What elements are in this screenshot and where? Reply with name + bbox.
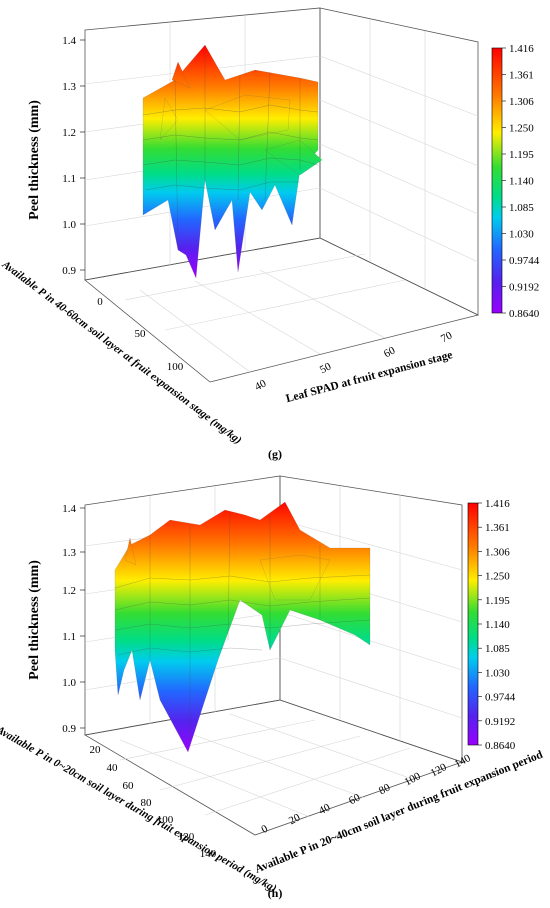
h-ytick-6: 120: [428, 761, 449, 780]
h-ytick-3: 60: [347, 791, 363, 807]
h-colorbar-tick-label: 1.085: [485, 643, 510, 655]
h-xtick-0: 20: [90, 744, 102, 756]
g-y-label: Leaf SPAD at fruit expansion stage: [285, 349, 454, 405]
g-colorbar-tick-label: 1.250: [509, 123, 534, 135]
h-x-label: Available P in 0~20cm soil layer during …: [0, 723, 278, 894]
h-colorbar-tick-label: 1.306: [485, 546, 510, 558]
h-colorbar-tick-label: 1.030: [485, 667, 510, 679]
h-ytick-1: 20: [287, 811, 303, 827]
g-surface-mesh: [142, 45, 319, 251]
h-colorbar-tick-label: 1.250: [485, 571, 510, 583]
h-ztick-1: 1.0: [62, 677, 76, 689]
h-ztick-4: 1.3: [62, 547, 76, 559]
g-xtick-0: 0: [97, 296, 103, 308]
g-colorbar-tick-label: 1.030: [509, 229, 534, 241]
g-ztick-1: 1.0: [62, 219, 76, 231]
g-colorbar-tick-label: 0.9192: [509, 282, 539, 294]
g-ztick-3: 1.2: [62, 127, 76, 139]
g-colorbar-tick-label: 1.416: [509, 43, 534, 55]
h-ztick-0: 0.9: [62, 723, 76, 735]
g-z-ticks: 0.9 1.0 1.1 1.2 1.3 1.4: [62, 35, 85, 277]
h-caption: (h): [268, 886, 283, 900]
h-colorbar-tick-label: 1.195: [485, 595, 510, 607]
g-colorbar-ramp: [491, 47, 503, 314]
g-xtick-1: 50: [135, 328, 147, 340]
h-xtick-2: 60: [123, 780, 135, 792]
panel-g: 0.9 1.0 1.1 1.2 1.3 1.4 Peel thickness (…: [0, 7, 540, 461]
g-x-ticks: 0 50 100: [97, 296, 184, 373]
h-ytick-0: 0: [259, 823, 270, 836]
g-x-label: Available P in 40-60cm soil layer at fru…: [0, 258, 244, 447]
h-ztick-3: 1.2: [62, 585, 76, 597]
g-ytick-1: 50: [318, 360, 334, 376]
g-caption: (g): [268, 447, 282, 461]
g-ytick-3: 70: [439, 329, 455, 345]
h-xtick-1: 40: [107, 762, 119, 774]
h-colorbar-tick-label: 1.416: [485, 498, 510, 510]
h-colorbar: 1.416 1.361 1.306 1.250 1.195 1.140 1.085 1.030…: [467, 498, 516, 752]
h-surface: [114, 501, 371, 753]
g-colorbar-tick-label: 1.085: [509, 202, 534, 214]
h-z-label: Peel thickness (mm): [27, 560, 42, 680]
h-ytick-4: 80: [377, 781, 393, 797]
h-y-label: Available P in 20~40cm soil layer during…: [253, 748, 545, 875]
g-ytick-2: 60: [382, 344, 398, 360]
h-x-ticks: 20 40 60 80 100 120 140: [90, 744, 217, 860]
h-colorbar-tick-label: 0.9192: [485, 716, 515, 728]
h-surface-mesh: [114, 511, 371, 740]
h-ytick-7: 140: [452, 752, 473, 771]
h-ztick-2: 1.1: [62, 631, 76, 643]
h-ytick-2: 40: [317, 801, 333, 817]
h-colorbar-tick-label: 0.8640: [485, 740, 516, 752]
g-colorbar-tick-label: 1.306: [509, 96, 534, 108]
g-ztick-4: 1.3: [62, 81, 76, 93]
g-colorbar: 1.416 1.361 1.306 1.250 1.195 1.140 1.085 1.030…: [491, 43, 540, 320]
g-colorbar-ticks: 1.416 1.361 1.306 1.250 1.195 1.140 1.085 1.030…: [502, 43, 540, 320]
h-xtick-3: 80: [141, 797, 153, 809]
h-z-ticks: 0.9 1.0 1.1 1.2 1.3 1.4: [62, 503, 85, 735]
g-colorbar-tick-label: 1.361: [509, 70, 534, 82]
h-xtick-4: 100: [157, 814, 174, 826]
h-ytick-5: 100: [402, 770, 423, 789]
g-xtick-2: 100: [167, 361, 184, 373]
g-ztick-2: 1.1: [62, 173, 76, 185]
h-colorbar-tick-label: 1.140: [485, 619, 510, 631]
g-colorbar-tick-label: 1.140: [509, 176, 534, 188]
h-colorbar-ramp: [467, 502, 479, 746]
panel-h: 0.9 1.0 1.1 1.2 1.3 1.4 Peel thickness (…: [0, 475, 545, 900]
g-floor: [84, 237, 480, 383]
h-colorbar-ticks: 1.416 1.361 1.306 1.250 1.195 1.140 1.085 1.030…: [478, 498, 516, 752]
g-ytick-0: 40: [253, 377, 269, 393]
g-colorbar-tick-label: 0.9744: [509, 255, 540, 267]
h-colorbar-tick-label: 0.9744: [485, 692, 516, 704]
h-xtick-6: 140: [200, 848, 217, 860]
h-right-wall: [279, 475, 463, 763]
g-z-label: Peel thickness (mm): [27, 100, 42, 220]
g-ztick-0: 0.9: [62, 265, 76, 277]
g-colorbar-tick-label: 0.8640: [509, 308, 540, 320]
g-colorbar-tick-label: 1.195: [509, 149, 534, 161]
h-colorbar-tick-label: 1.361: [485, 522, 510, 534]
g-ztick-5: 1.4: [62, 35, 76, 47]
h-ztick-5: 1.4: [62, 503, 76, 515]
g-right-wall: [319, 7, 479, 316]
h-xtick-5: 120: [178, 831, 195, 843]
